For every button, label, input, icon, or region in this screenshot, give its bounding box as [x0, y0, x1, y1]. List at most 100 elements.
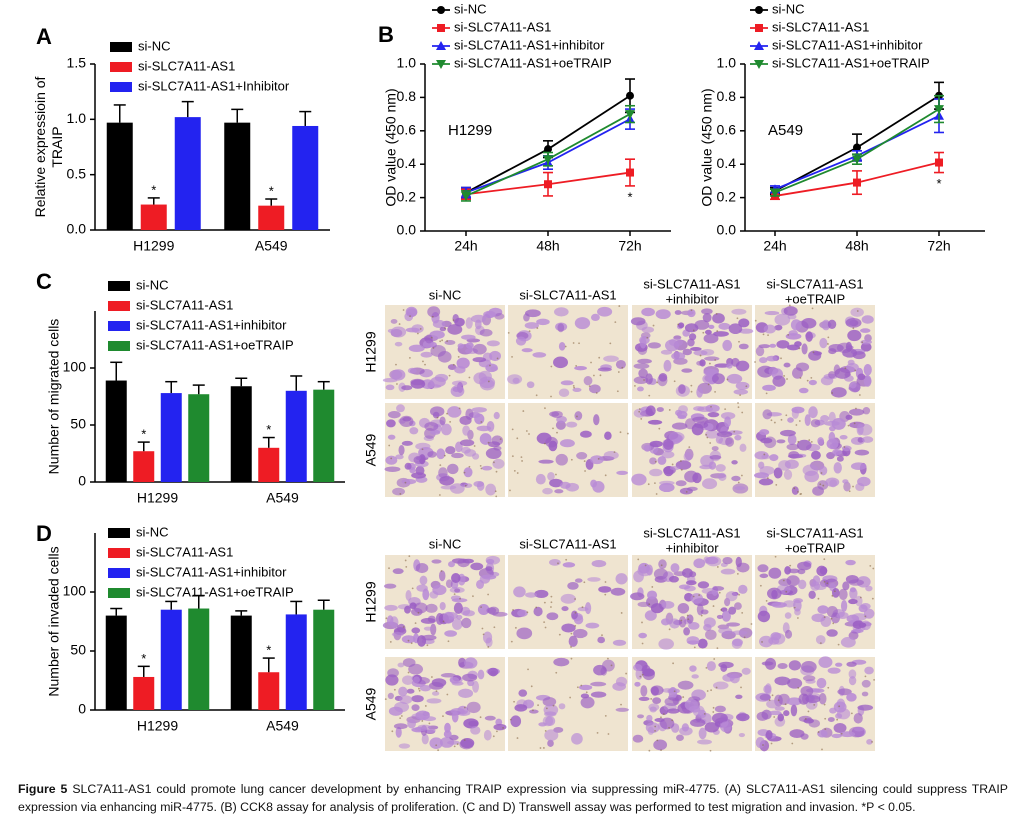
pore [463, 739, 466, 741]
cell [657, 456, 667, 465]
pore [453, 745, 456, 748]
cell [845, 317, 862, 328]
legend-marker [436, 60, 446, 69]
pore [604, 581, 607, 583]
pore [703, 713, 706, 715]
pore [712, 706, 715, 709]
cell [474, 319, 482, 330]
cell [834, 368, 851, 379]
cell [668, 687, 678, 699]
cell [845, 559, 856, 566]
cell [632, 734, 644, 743]
cell [384, 466, 401, 472]
pore [424, 363, 426, 366]
point [461, 191, 471, 201]
figure: 0.0 0.5 1.0 1.5 Relative expressioin of TRAIP… [32, 1, 985, 752]
row-label: H1299 [363, 581, 379, 622]
cell [660, 618, 671, 626]
error-bar [147, 197, 160, 205]
cell [703, 617, 716, 628]
pore [607, 733, 610, 735]
bar [313, 389, 335, 482]
cell [549, 411, 560, 417]
cell [714, 705, 726, 713]
cell [818, 693, 827, 705]
cell [429, 590, 439, 599]
pore [826, 582, 829, 585]
pore [807, 710, 810, 713]
pore [390, 457, 393, 460]
pore [810, 377, 813, 379]
cell [465, 317, 473, 329]
cell [846, 661, 857, 667]
pore [819, 642, 822, 645]
pore [737, 402, 739, 404]
pore [671, 463, 674, 466]
point [436, 41, 446, 50]
pore [789, 564, 792, 567]
cell [716, 431, 733, 438]
pore [447, 640, 450, 643]
legend-label: si-SLC7A11-AS1+oeTRAIP [136, 584, 294, 599]
bar [188, 608, 210, 710]
cell [821, 319, 831, 331]
cell [836, 611, 849, 620]
pore [487, 593, 490, 596]
cell [610, 587, 626, 596]
cell [431, 678, 447, 687]
cell [447, 364, 457, 370]
cell [842, 479, 849, 484]
cell [863, 375, 872, 387]
legend-label: si-SLC7A11-AS1 [454, 19, 551, 34]
pore [761, 641, 763, 643]
cell [524, 322, 540, 329]
pore [702, 331, 705, 334]
cell [615, 573, 628, 585]
pore [495, 495, 498, 498]
cell [811, 450, 821, 460]
cell [839, 731, 856, 738]
pore [806, 379, 809, 382]
pore [813, 704, 816, 706]
pore [516, 437, 519, 440]
cell [450, 385, 465, 397]
cell [407, 718, 416, 729]
cell [675, 480, 687, 487]
cell [674, 310, 682, 315]
cell [795, 362, 810, 372]
bar [230, 386, 252, 482]
column-label: si-SLC7A11-AS1 [643, 525, 740, 540]
cell [786, 575, 800, 587]
cell [408, 344, 425, 353]
pore [544, 729, 547, 732]
cell [580, 696, 595, 709]
cell [444, 722, 451, 733]
micrograph [382, 555, 508, 649]
cell [660, 349, 673, 355]
column-label: +oeTRAIP [785, 291, 845, 306]
cell [494, 313, 505, 320]
pore [831, 594, 834, 597]
pore [716, 566, 719, 568]
cell [391, 369, 406, 381]
cell [603, 355, 619, 362]
pore [428, 722, 431, 725]
cell [602, 659, 615, 672]
cell [486, 420, 495, 432]
pore [435, 744, 438, 747]
cell [837, 688, 852, 696]
legend-marker [755, 24, 763, 32]
pore [858, 394, 861, 396]
cell [686, 636, 700, 645]
x-tick-label: H1299 [137, 490, 178, 506]
cell [419, 575, 428, 586]
cell [797, 561, 812, 571]
cell [553, 657, 570, 667]
cell [398, 743, 411, 749]
legend-marker [755, 6, 763, 14]
cell [648, 703, 660, 711]
pore [736, 572, 739, 575]
cell [705, 629, 717, 640]
pore [463, 706, 466, 709]
cell [630, 317, 646, 326]
